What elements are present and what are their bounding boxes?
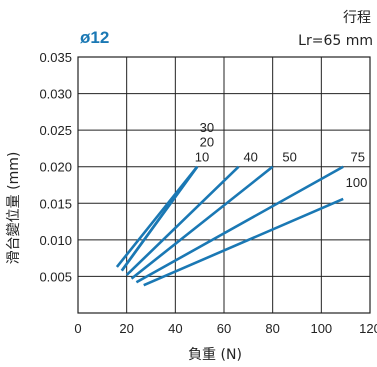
series-label-10: 10 [195, 149, 209, 164]
plot-frame [77, 56, 371, 314]
x-tick-label: 0 [74, 321, 81, 336]
series-line-30 [120, 165, 199, 272]
x-tick-label: 60 [217, 321, 231, 336]
series-line-50 [130, 165, 274, 280]
chart-series [115, 165, 344, 287]
x-tick-label: 120 [359, 321, 377, 336]
x-tick-label: 80 [265, 321, 279, 336]
stroke-label: 行程 [343, 10, 371, 26]
x-tick-label: 20 [119, 321, 133, 336]
y-tick-label: 0.035 [39, 50, 72, 65]
series-line-40 [125, 165, 240, 276]
x-tick-label: 100 [310, 321, 332, 336]
series-label-100: 100 [346, 175, 368, 190]
series-label-50: 50 [282, 149, 296, 164]
series-label-75: 75 [351, 149, 365, 164]
y-tick-label: 0.020 [39, 160, 72, 175]
series-label-20: 20 [200, 135, 214, 150]
y-tick-label: 0.025 [39, 123, 72, 138]
chart-ticks: 0 20 40 60 80 100 120 0.005 0.010 0.015 0.020 0.025… [39, 50, 377, 336]
y-tick-label: 0.005 [39, 269, 72, 284]
series-label-30: 30 [200, 120, 214, 135]
y-tick-label: 0.030 [39, 87, 72, 102]
series-line-75 [135, 165, 344, 284]
chart-title: ø12 [80, 28, 109, 47]
x-tick-label: 40 [168, 321, 182, 336]
series-label-40: 40 [243, 149, 257, 164]
chart-grid [78, 57, 370, 313]
y-tick-label: 0.015 [39, 196, 72, 211]
stroke-value: Lr=65 mm [298, 33, 373, 49]
series-line-100 [143, 197, 344, 287]
x-axis-label: 負重 (N) [188, 347, 242, 363]
y-tick-label: 0.010 [39, 233, 72, 248]
y-axis-label: 滑台變位量 (mm) [5, 152, 22, 265]
